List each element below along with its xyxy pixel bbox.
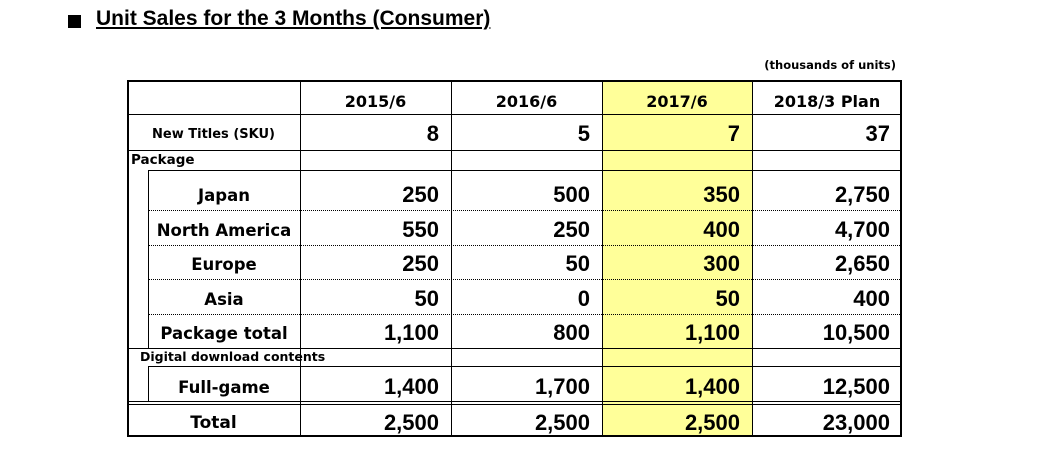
row-line	[148, 245, 902, 246]
value-cell: 4,700	[834, 217, 890, 242]
value-cell: 10,500	[822, 320, 890, 345]
row-line	[127, 150, 902, 151]
row-line	[148, 210, 902, 211]
column-header: 2017/6	[646, 92, 708, 111]
value-cell: 50	[715, 286, 740, 311]
value-cell: 8	[426, 121, 439, 146]
value-cell: 37	[865, 121, 890, 146]
row-line	[148, 279, 902, 280]
value-cell: 250	[553, 217, 590, 242]
value-cell: 250	[402, 182, 439, 207]
value-cell: 23,000	[822, 410, 890, 435]
value-cell: 250	[402, 251, 439, 276]
unit-note: (thousands of units)	[764, 58, 896, 72]
value-cell: 400	[703, 217, 740, 242]
column-line	[300, 80, 301, 437]
row-line	[127, 348, 902, 349]
column-header: 2018/3 Plan	[773, 92, 881, 111]
value-cell: 800	[553, 320, 590, 345]
column-line	[148, 366, 149, 401]
value-cell: 2,500	[534, 410, 590, 435]
column-line	[451, 80, 452, 437]
row-line	[127, 404, 902, 405]
row-label: New Titles (SKU)	[152, 127, 275, 142]
value-cell: 1,100	[684, 320, 740, 345]
row-line	[148, 314, 902, 315]
row-label: North America	[156, 221, 292, 240]
row-line	[127, 114, 902, 115]
value-cell: 5	[577, 121, 590, 146]
row-label: Full-game	[178, 378, 270, 397]
row-label: Japan	[198, 186, 250, 205]
row-label: Europe	[191, 255, 257, 274]
section-label: Digital download contents	[140, 349, 326, 364]
column-header: 2015/6	[344, 92, 407, 111]
section-label: Package	[131, 152, 195, 168]
row-label: Asia	[204, 290, 244, 309]
column-line	[148, 170, 149, 348]
row-line	[127, 401, 902, 402]
value-cell: 2,500	[684, 410, 740, 435]
value-cell: 1,700	[534, 374, 590, 399]
column-line	[752, 80, 753, 437]
bullet	[68, 15, 81, 28]
value-cell: 2,650	[834, 251, 890, 276]
value-cell: 350	[703, 182, 740, 207]
value-cell: 2,500	[383, 410, 439, 435]
value-cell: 500	[553, 182, 590, 207]
value-cell: 1,100	[383, 320, 439, 345]
value-cell: 1,400	[383, 374, 439, 399]
column-header: 2016/6	[495, 92, 558, 111]
value-cell: 7	[727, 121, 740, 146]
value-cell: 12,500	[822, 374, 890, 399]
row-label: Package total	[160, 324, 288, 343]
title: Unit Sales for the 3 Months (Consumer)	[96, 7, 491, 30]
row-label: Total	[190, 413, 237, 433]
value-cell: 400	[853, 286, 890, 311]
row-line	[148, 366, 902, 367]
value-cell: 300	[703, 251, 740, 276]
value-cell: 1,400	[684, 374, 740, 399]
value-cell: 2,750	[834, 182, 890, 207]
value-cell: 550	[402, 217, 439, 242]
value-cell: 0	[577, 286, 590, 311]
value-cell: 50	[565, 251, 590, 276]
column-line	[602, 80, 603, 437]
value-cell: 50	[414, 286, 439, 311]
row-line	[148, 170, 902, 171]
table-border	[127, 80, 902, 437]
highlight-column	[602, 80, 752, 437]
